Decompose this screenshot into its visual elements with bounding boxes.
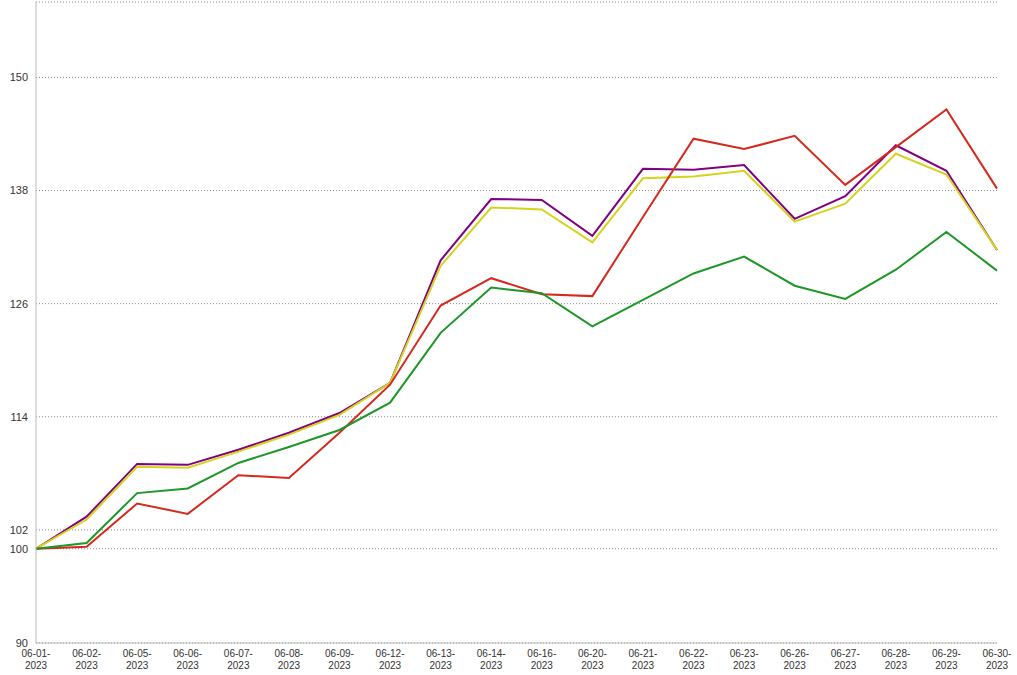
svg-text:06-13-2023: 06-13-2023 — [426, 648, 455, 671]
svg-text:06-16-2023: 06-16-2023 — [527, 648, 556, 671]
svg-text:06-02-2023: 06-02-2023 — [72, 648, 101, 671]
svg-text:06-29-2023: 06-29-2023 — [932, 648, 961, 671]
svg-text:150: 150 — [10, 71, 28, 83]
svg-text:100: 100 — [10, 543, 28, 555]
svg-text:06-05-2023: 06-05-2023 — [123, 648, 152, 671]
svg-text:06-12-2023: 06-12-2023 — [376, 648, 405, 671]
svg-text:06-20-2023: 06-20-2023 — [578, 648, 607, 671]
svg-text:06-07-2023: 06-07-2023 — [224, 648, 253, 671]
svg-text:06-22-2023: 06-22-2023 — [679, 648, 708, 671]
svg-text:06-26-2023: 06-26-2023 — [780, 648, 809, 671]
svg-text:06-28-2023: 06-28-2023 — [881, 648, 910, 671]
svg-text:06-21-2023: 06-21-2023 — [628, 648, 657, 671]
svg-text:126: 126 — [10, 298, 28, 310]
svg-text:06-06-2023: 06-06-2023 — [173, 648, 202, 671]
svg-text:06-23-2023: 06-23-2023 — [730, 648, 759, 671]
svg-text:138: 138 — [10, 184, 28, 196]
svg-text:06-30-2023: 06-30-2023 — [983, 648, 1009, 671]
svg-text:90: 90 — [16, 637, 28, 649]
svg-text:06-09-2023: 06-09-2023 — [325, 648, 354, 671]
svg-text:06-14-2023: 06-14-2023 — [477, 648, 506, 671]
svg-text:06-27-2023: 06-27-2023 — [831, 648, 860, 671]
svg-text:102: 102 — [10, 524, 28, 536]
svg-text:06-08-2023: 06-08-2023 — [274, 648, 303, 671]
svg-text:06-01-2023: 06-01-2023 — [22, 648, 51, 671]
svg-text:114: 114 — [10, 411, 28, 423]
